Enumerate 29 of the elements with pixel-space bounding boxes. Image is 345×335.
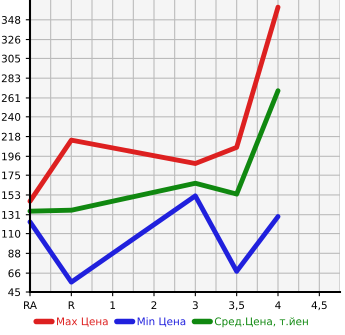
y-tick-label: 283 xyxy=(2,74,20,82)
x-tick-label: R xyxy=(68,301,75,309)
x-tick-label: 4 xyxy=(275,301,281,309)
x-tick-label: RA xyxy=(24,301,37,309)
line-series xyxy=(28,88,280,214)
y-tick-label: 196 xyxy=(2,152,20,160)
legend-label: Сред.Цена, т.йен xyxy=(214,317,308,328)
x-tick-label: 3,5 xyxy=(229,301,244,310)
x-tick-label: 3 xyxy=(192,301,198,310)
y-tick-label: 305 xyxy=(2,54,20,63)
legend-label: Min Цена xyxy=(138,317,186,327)
y-tick-label: 88 xyxy=(8,250,20,258)
y-tick-label: 66 xyxy=(8,269,20,278)
line-series xyxy=(28,4,280,204)
y-tick-label: 261 xyxy=(2,94,20,102)
y-tick-label: 326 xyxy=(2,36,20,44)
x-tick-label: 4,5 xyxy=(312,301,327,310)
y-tick-label: 218 xyxy=(2,132,20,141)
x-tick-label: 1 xyxy=(110,301,116,309)
y-tick-label: 110 xyxy=(2,230,20,238)
y-tick-label: 175 xyxy=(2,172,20,180)
y-tick-label: 240 xyxy=(2,113,20,121)
x-tick-label: 2 xyxy=(151,301,156,309)
y-tick-label: 45 xyxy=(8,288,20,296)
y-tick-label: 131 xyxy=(2,210,20,219)
line-series xyxy=(28,193,280,285)
legend-label: Max Цена xyxy=(57,318,108,327)
y-tick-label: 348 xyxy=(2,16,20,24)
y-tick-label: 153 xyxy=(2,191,20,200)
